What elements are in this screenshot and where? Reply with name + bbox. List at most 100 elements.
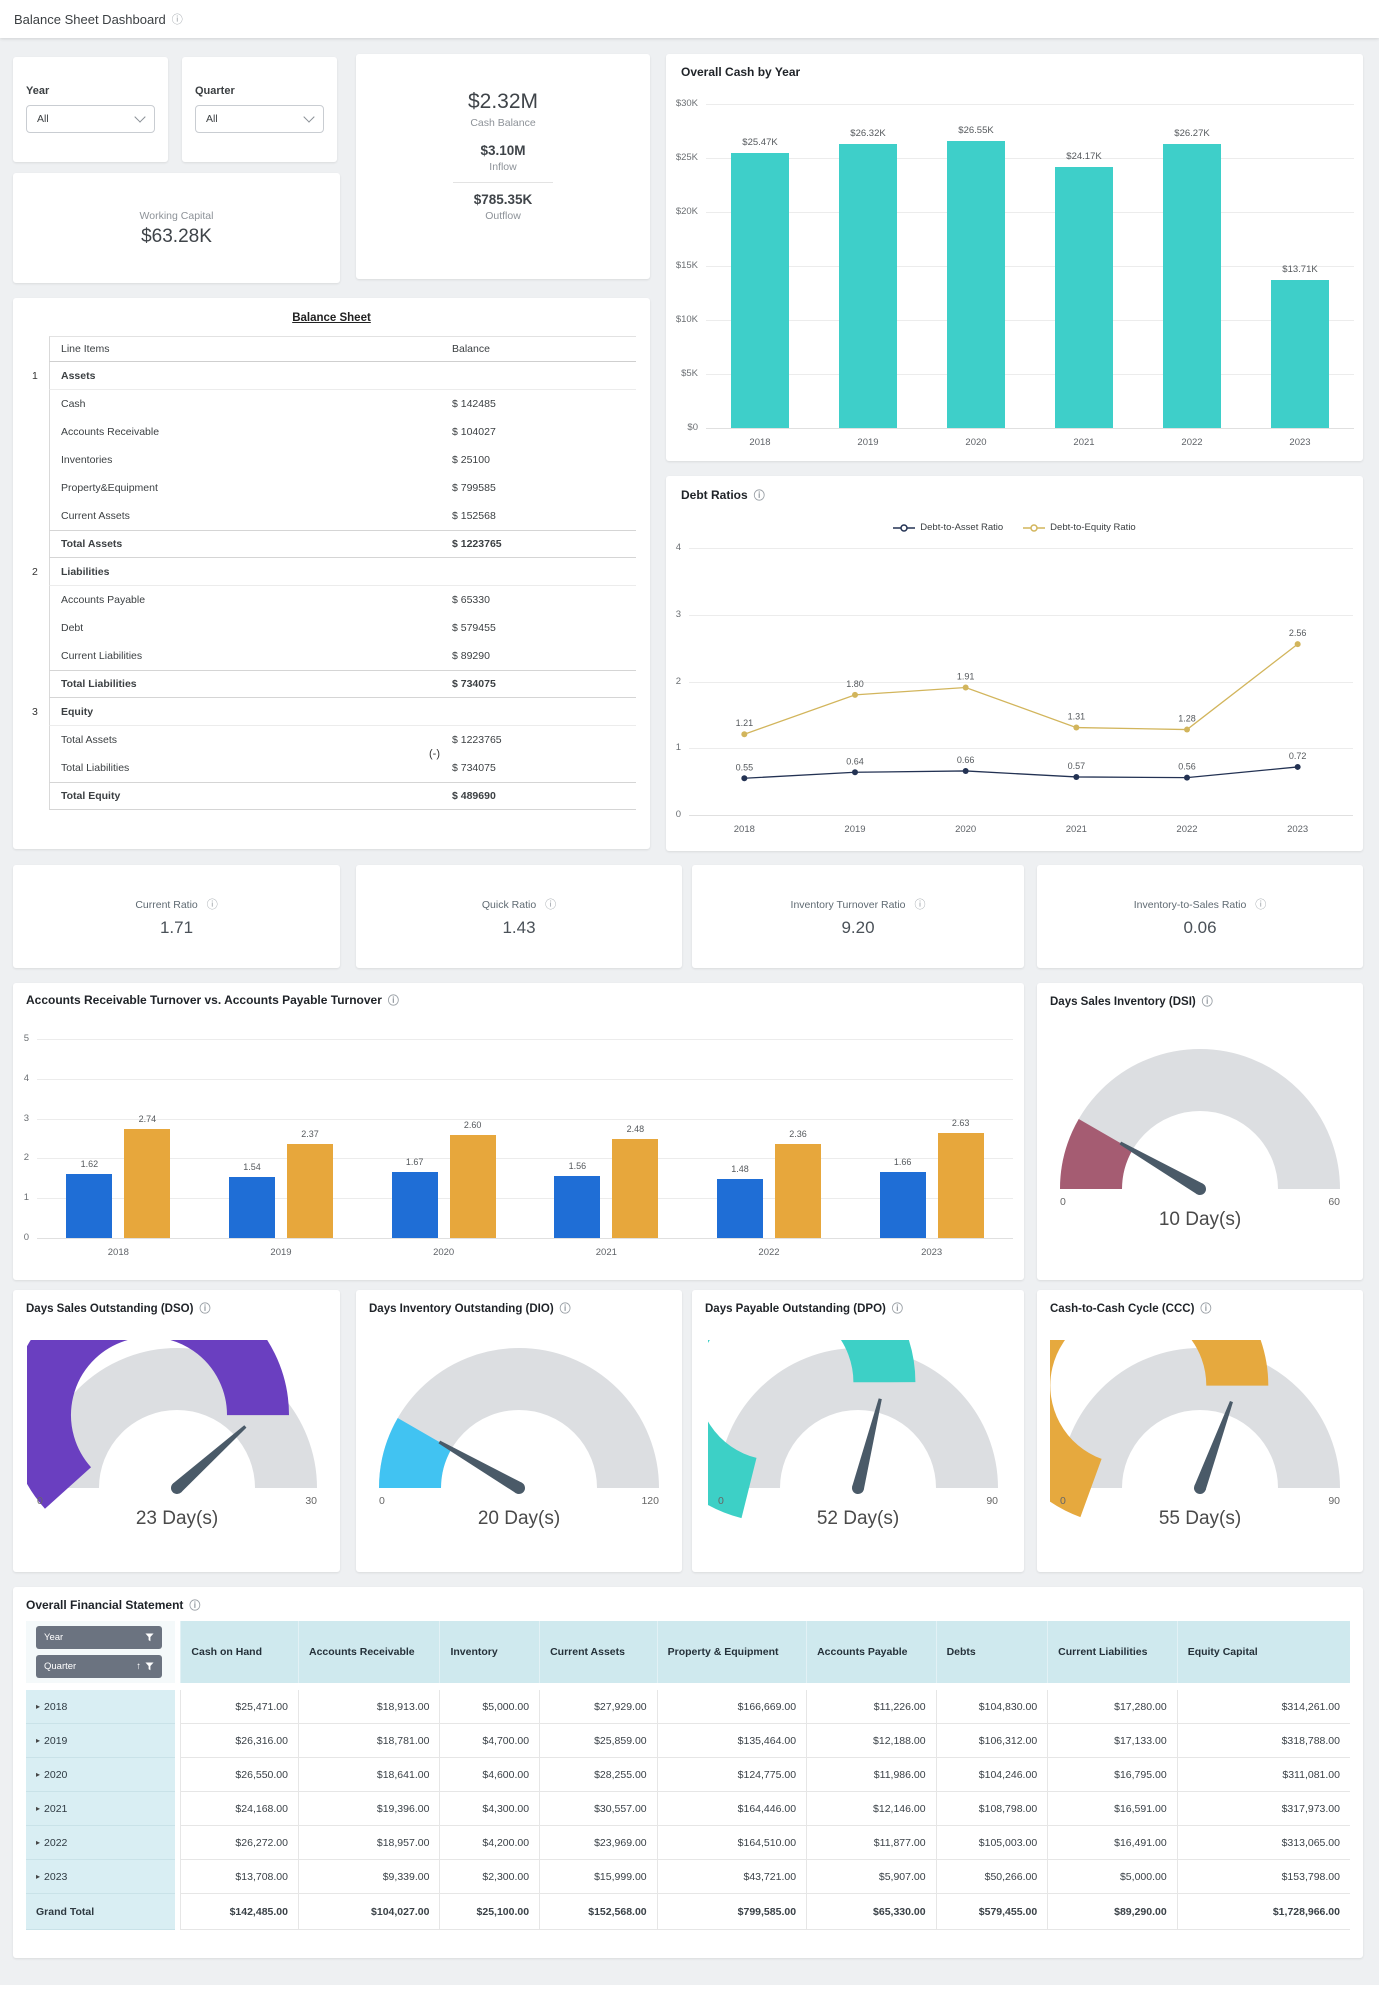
bar	[612, 1139, 659, 1238]
info-icon[interactable]: ⓘ	[559, 1303, 571, 1315]
gauge-min-label: 0	[1060, 1495, 1066, 1507]
value-cell: $4,600.00	[439, 1758, 540, 1792]
expand-row-icon[interactable]: ▸	[36, 1804, 41, 1813]
year-cell[interactable]: ▸ 2021	[26, 1792, 176, 1826]
value-cell: $317,973.00	[1176, 1792, 1350, 1826]
total-value: $ 734075	[452, 678, 496, 690]
table-row: ▸ 2019 $26,316.00 $18,781.00 $4,700.00 $25,85…	[26, 1724, 1350, 1758]
value-cell: $153,798.00	[1176, 1860, 1350, 1894]
expand-row-icon[interactable]: ▸	[36, 1736, 41, 1745]
bar	[839, 143, 897, 428]
value-cell: $4,300.00	[439, 1792, 540, 1826]
info-icon[interactable]: ⓘ	[753, 490, 765, 502]
column-header: Debts	[935, 1621, 1048, 1683]
legend-item[interactable]: Debt-to-Equity Ratio	[1023, 522, 1136, 533]
ar-ap-turnover-title-text: Accounts Receivable Turnover vs. Account…	[26, 993, 382, 1007]
year-cell[interactable]: ▸ 2019	[26, 1724, 176, 1758]
inventory-to-sales-ratio-value: 0.06	[1183, 917, 1217, 937]
debt-ratios-chart: Debt-to-Asset Ratio Debt-to-Equity Ratio 0…	[666, 476, 1363, 851]
year-cell[interactable]: ▸ 2022	[26, 1826, 176, 1860]
quarter-row-filter-label: Quarter	[44, 1661, 77, 1672]
value-cell: $15,999.00	[539, 1860, 657, 1894]
expand-row-icon[interactable]: ▸	[36, 1770, 41, 1779]
gauge-fill	[1060, 1119, 1133, 1191]
table-row: ▸ 2021 $24,168.00 $19,396.00 $4,300.00 $30,55…	[26, 1792, 1350, 1826]
svg-text:1.80: 1.80	[846, 679, 864, 689]
cash-balance-value: $2.32M	[467, 90, 539, 113]
bar-value-label: 1.67	[405, 1156, 424, 1167]
gauge-max-label: 120	[641, 1495, 659, 1507]
y-axis-tick-label: $25K	[675, 152, 698, 163]
x-axis-tick-label: 2023	[1287, 824, 1309, 835]
dio-title-text: Days Inventory Outstanding (DIO)	[369, 1303, 554, 1315]
gridline	[706, 266, 1354, 267]
legend-marker-icon	[893, 523, 916, 532]
ar-ap-turnover-title: Accounts Receivable Turnover vs. Account…	[26, 992, 399, 1008]
info-icon[interactable]: ⓘ	[206, 898, 218, 911]
year-cell[interactable]: ▸ 2023	[26, 1860, 176, 1894]
info-icon[interactable]: ⓘ	[199, 1303, 211, 1315]
balance-sheet-row: Accounts Receivable $ 104027	[27, 418, 636, 446]
year-cell[interactable]: ▸ 2020	[26, 1758, 176, 1792]
section-name: Assets	[61, 369, 96, 382]
value-cell: $12,188.00	[806, 1724, 936, 1758]
expand-row-icon[interactable]: ▸	[36, 1838, 41, 1847]
year-filter-value: All	[37, 113, 49, 125]
info-icon[interactable]: ⓘ	[891, 1303, 903, 1315]
legend-item[interactable]: Debt-to-Asset Ratio	[893, 522, 1003, 533]
line-item-label: Debt	[61, 622, 84, 634]
svg-text:1.21: 1.21	[736, 718, 754, 728]
value-cell: $4,200.00	[439, 1826, 540, 1860]
ccc-title-text: Cash-to-Cash Cycle (CCC)	[1050, 1303, 1195, 1315]
value-cell: $26,272.00	[180, 1826, 298, 1860]
info-icon[interactable]: ⓘ	[545, 898, 557, 911]
info-icon[interactable]: ⓘ	[1201, 996, 1213, 1008]
gridline	[706, 320, 1354, 321]
year-row-filter-button[interactable]: Year	[36, 1626, 162, 1649]
grand-total-value-cell: $152,568.00	[539, 1894, 657, 1930]
balance-sheet-row: Current Liabilities $ 89290	[27, 642, 636, 670]
gridline	[706, 374, 1354, 375]
total-label: Total Assets	[61, 538, 123, 550]
info-icon[interactable]: ⓘ	[387, 995, 399, 1007]
svg-text:0.55: 0.55	[736, 762, 754, 772]
gauge-needle	[852, 1398, 882, 1494]
value-cell: $311,081.00	[1176, 1758, 1350, 1792]
gauge-min-label: 0	[1060, 1196, 1066, 1208]
info-icon[interactable]: ⓘ	[1255, 898, 1267, 911]
bar	[775, 1144, 821, 1238]
y-axis-tick-label: $15K	[675, 260, 698, 271]
quarter-filter-select[interactable]: All	[195, 105, 324, 133]
info-icon[interactable]: ⓘ	[189, 1600, 201, 1612]
gridline	[37, 1039, 1013, 1040]
balance-sheet-row: Total Liabilities $ 734075	[27, 754, 636, 782]
value-cell: $13,708.00	[180, 1860, 298, 1894]
y-axis-tick-label: 1	[675, 742, 681, 754]
y-axis-tick-label: $5K	[681, 368, 698, 379]
column-header: Current Assets	[539, 1621, 657, 1683]
dpo-gauge-card: Days Payable Outstanding (DPO) ⓘ 0 90 52 …	[692, 1290, 1024, 1572]
balance-sheet-total-row: Total Equity $ 489690	[27, 782, 636, 810]
bar-value-label: $25.47K	[742, 136, 778, 148]
info-icon[interactable]: ⓘ	[1200, 1303, 1212, 1315]
filter-icon	[145, 1662, 154, 1671]
expand-row-icon[interactable]: ▸	[36, 1872, 41, 1881]
info-icon[interactable]: ⓘ	[171, 14, 183, 26]
value-cell: $135,464.00	[656, 1724, 807, 1758]
balance-sheet-section-row: 2 Liabilities	[27, 558, 636, 586]
dsi-gauge: 0 60 10 Day(s)	[1037, 1041, 1363, 1233]
expand-row-icon[interactable]: ▸	[36, 1702, 41, 1711]
year-cell[interactable]: ▸ 2018	[26, 1690, 176, 1724]
info-icon[interactable]: ⓘ	[914, 898, 926, 911]
bar-value-label: 1.54	[243, 1161, 261, 1172]
balance-sheet-row: Property&Equipment $ 799585	[27, 474, 636, 502]
quarter-row-filter-button[interactable]: Quarter ↑	[36, 1655, 162, 1678]
year-label: 2019	[44, 1734, 68, 1747]
year-filter-select[interactable]: All	[26, 105, 155, 133]
gauge-needle	[170, 1425, 246, 1494]
divider	[453, 182, 553, 183]
gridline	[37, 1238, 1013, 1239]
line-item-value: $ 152568	[452, 510, 496, 522]
gauge-track	[1060, 1348, 1340, 1489]
column-header: Current Liabilities	[1047, 1621, 1177, 1683]
